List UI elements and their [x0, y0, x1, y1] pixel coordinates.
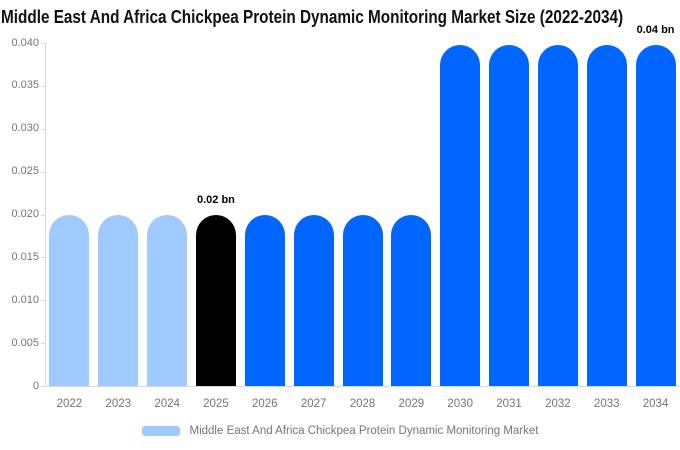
y-axis-tick-mark	[41, 386, 45, 387]
y-axis-line	[45, 43, 46, 386]
bar-2032	[537, 44, 578, 386]
x-axis-label-2024: 2024	[154, 398, 180, 410]
legend: Middle East And Africa Chickpea Protein …	[0, 425, 680, 437]
value-label-2034: 0.04 bn	[636, 23, 675, 36]
y-axis-tick-mark	[41, 171, 45, 173]
x-axis-label-2034: 2034	[642, 398, 669, 410]
y-axis-tick-label: 0.040	[11, 36, 39, 49]
y-axis-tick-label: 0.030	[11, 122, 39, 135]
bar-2023	[98, 215, 139, 386]
x-axis-label-2033: 2033	[593, 398, 620, 410]
bar-2034	[635, 44, 676, 386]
x-axis-label-2030: 2030	[447, 398, 473, 410]
bar-2028	[342, 215, 383, 386]
y-axis-tick-label: 0	[32, 379, 39, 392]
y-axis-tick-mark	[41, 43, 45, 44]
y-axis-tick-mark	[41, 85, 45, 87]
bar-2022	[49, 215, 90, 386]
legend-swatch	[141, 426, 180, 436]
y-axis-tick-mark	[41, 214, 45, 216]
y-axis-tick-mark	[41, 257, 45, 259]
bar-2029	[391, 215, 432, 386]
y-axis-tick-label: 0.005	[11, 336, 39, 349]
chart-title: Middle East And Africa Chickpea Protein …	[1, 7, 680, 28]
bar-2030	[440, 44, 481, 386]
x-axis-label-2029: 2029	[398, 398, 425, 410]
y-axis-tick-mark	[41, 300, 45, 302]
x-axis-label-2032: 2032	[545, 398, 571, 410]
y-axis-tick-mark	[41, 343, 45, 345]
x-axis-label-2031: 2031	[496, 398, 522, 410]
bar-2031	[489, 44, 530, 386]
y-axis-tick-label: 0.010	[11, 293, 39, 306]
bar-2024	[147, 215, 188, 386]
x-axis-label-2023: 2023	[105, 398, 132, 410]
value-label-2025: 0.02 bn	[197, 194, 235, 207]
x-axis-label-2026: 2026	[252, 398, 278, 410]
bar-2026	[244, 215, 285, 386]
chart-title-text: Middle East And Africa Chickpea Protein …	[1, 7, 624, 27]
x-axis-label-2027: 2027	[300, 398, 327, 410]
x-axis-line	[45, 386, 680, 387]
legend-label: Middle East And Africa Chickpea Protein …	[189, 425, 539, 437]
y-axis-tick-label: 0.035	[11, 79, 39, 92]
y-axis-tick-mark	[41, 128, 45, 130]
y-axis-tick-label: 0.020	[11, 208, 39, 220]
bar-2033	[586, 44, 627, 386]
bar-2025	[195, 215, 236, 386]
x-axis-label-2022: 2022	[56, 398, 83, 410]
bar-2027	[293, 215, 334, 386]
x-axis-label-2028: 2028	[349, 398, 376, 410]
x-axis-label-2025: 2025	[203, 398, 229, 410]
y-axis-tick-label: 0.015	[11, 250, 39, 263]
y-axis-tick-label: 0.025	[11, 165, 39, 178]
